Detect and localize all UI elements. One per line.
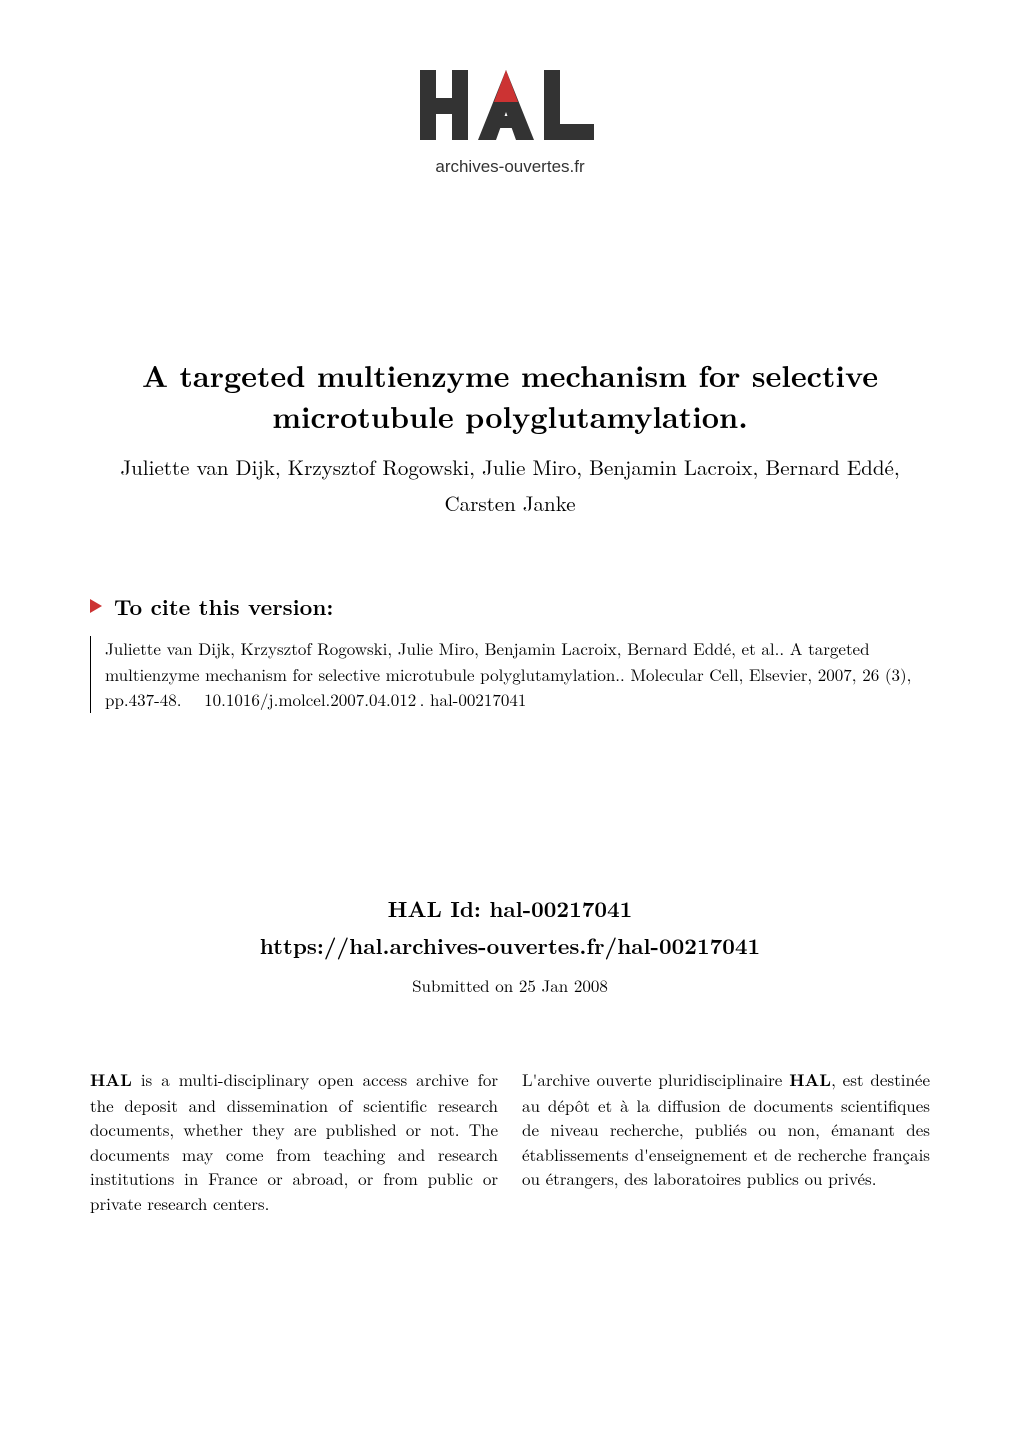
description-fr: L'archive ouverte pluridisciplinaire HAL… xyxy=(522,1067,930,1216)
submitted-date: Submitted on 25 Jan 2008 xyxy=(90,973,930,997)
logo-subtext: archives-ouvertes.fr xyxy=(435,157,585,176)
citation-block: Juliette van Dijk, Krzysztof Rogowski, J… xyxy=(90,636,930,713)
desc-en-prefix: HAL xyxy=(90,1068,132,1092)
hal-id-value: hal-00217041 xyxy=(489,893,632,924)
triangle-path xyxy=(90,599,102,613)
triangle-icon xyxy=(90,595,104,618)
hal-url[interactable]: https://hal.archives-ouvertes.fr/hal-002… xyxy=(90,930,930,961)
paper-title: A targeted multienzyme mechanism for sel… xyxy=(90,355,930,436)
cite-heading-row: To cite this version: xyxy=(90,591,930,622)
description-columns: HAL is a multi-disciplinary open access … xyxy=(90,1067,930,1216)
desc-fr-pre: L'archive ouverte pluridisciplinaire xyxy=(522,1067,789,1091)
desc-en-body: is a multi-disciplinary open access arch… xyxy=(90,1067,498,1215)
hal-id-label: HAL Id: xyxy=(388,893,490,924)
description-en: HAL is a multi-disciplinary open access … xyxy=(90,1067,498,1216)
hal-logo-container: archives-ouvertes.fr xyxy=(90,60,930,195)
hal-id-line: HAL Id: hal-00217041 xyxy=(90,893,930,924)
cite-heading: To cite this version: xyxy=(114,591,333,622)
paper-authors: Juliette van Dijk, Krzysztof Rogowski, J… xyxy=(90,450,930,521)
hal-logo: archives-ouvertes.fr xyxy=(410,60,610,195)
desc-fr-bold: HAL xyxy=(789,1068,831,1092)
